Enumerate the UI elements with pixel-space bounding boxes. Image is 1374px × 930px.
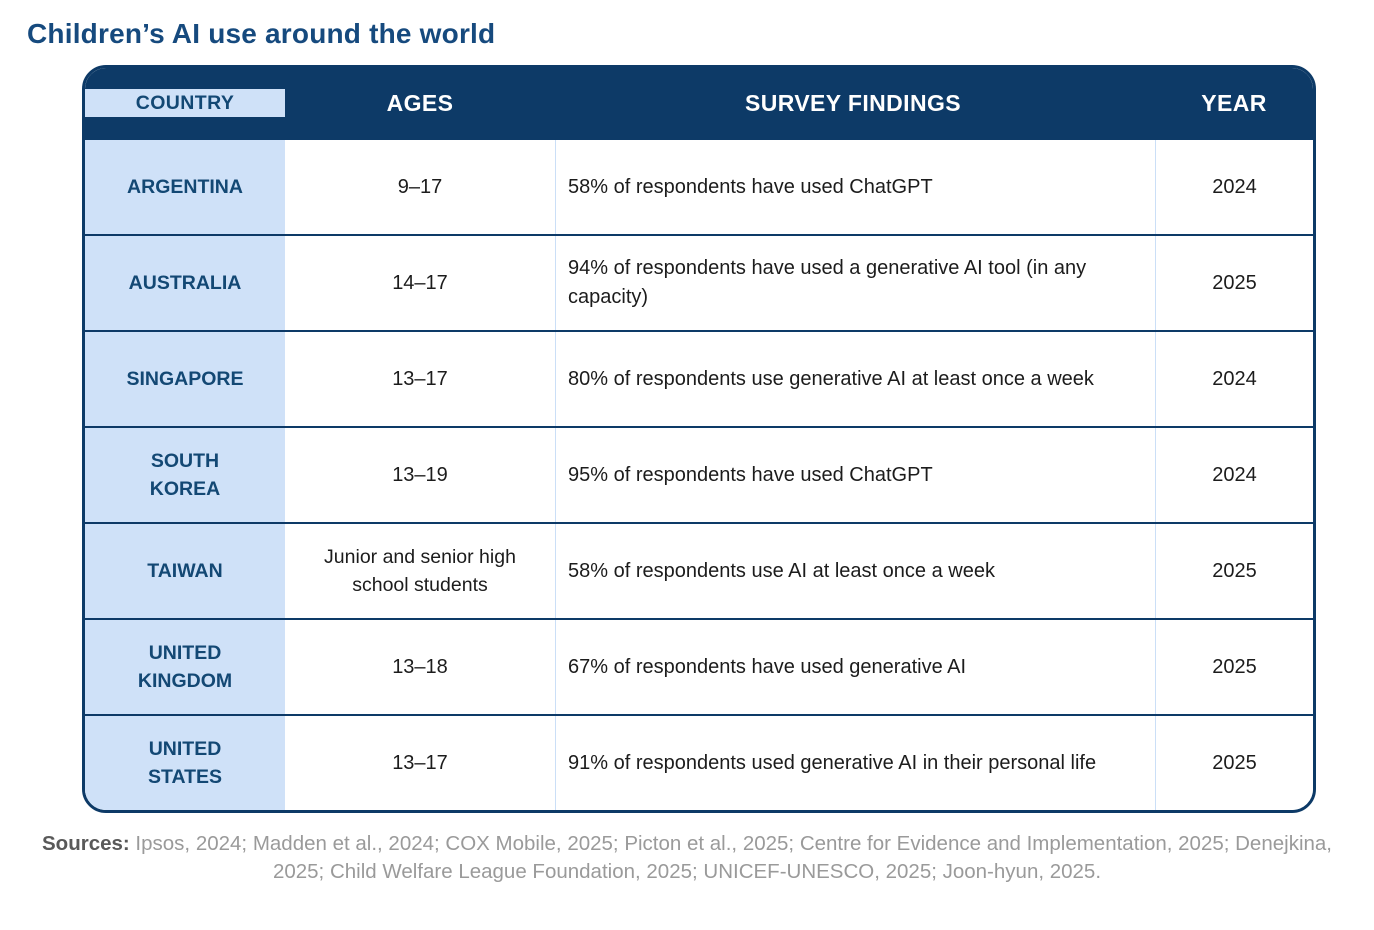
country-cell: UNITED KINGDOM bbox=[85, 620, 285, 714]
column-header-year: YEAR bbox=[1201, 89, 1267, 116]
ages-cell: 13–18 bbox=[392, 655, 448, 678]
finding-cell: 80% of respondents use generative AI at … bbox=[555, 332, 1155, 426]
table-row-united-states: UNITED STATES 13–17 91% of respondents u… bbox=[85, 714, 1313, 810]
country-cell: SINGAPORE bbox=[85, 332, 285, 426]
ages-cell: 13–17 bbox=[392, 751, 448, 774]
column-header-country: COUNTRY bbox=[85, 88, 285, 118]
finding-cell: 58% of respondents use AI at least once … bbox=[555, 524, 1155, 618]
table-row-argentina: ARGENTINA 9–17 58% of respondents have u… bbox=[85, 138, 1313, 234]
table-row-united-kingdom: UNITED KINGDOM 13–18 67% of respondents … bbox=[85, 618, 1313, 714]
finding-cell: 91% of respondents used generative AI in… bbox=[555, 716, 1155, 810]
finding-cell: 58% of respondents have used ChatGPT bbox=[555, 140, 1155, 234]
country-cell: SOUTH KOREA bbox=[85, 428, 285, 522]
table-header-row: COUNTRY AGES SURVEY FINDINGS YEAR bbox=[85, 68, 1313, 138]
children-ai-use-table: COUNTRY AGES SURVEY FINDINGS YEAR ARGENT… bbox=[82, 65, 1316, 813]
year-cell: 2025 bbox=[1155, 524, 1313, 618]
finding-cell: 94% of respondents have used a generativ… bbox=[555, 236, 1155, 330]
year-cell: 2024 bbox=[1155, 140, 1313, 234]
ages-cell: 9–17 bbox=[397, 175, 443, 198]
year-cell: 2024 bbox=[1155, 332, 1313, 426]
country-cell: AUSTRALIA bbox=[85, 236, 285, 330]
finding-cell: 95% of respondents have used ChatGPT bbox=[555, 428, 1155, 522]
table-row-south-korea: SOUTH KOREA 13–19 95% of respondents hav… bbox=[85, 426, 1313, 522]
ages-cell: 14–17 bbox=[392, 271, 448, 294]
year-cell: 2025 bbox=[1155, 236, 1313, 330]
sources-footnote: Sources: Ipsos, 2024; Madden et al., 202… bbox=[0, 830, 1374, 887]
country-cell: ARGENTINA bbox=[85, 140, 285, 234]
finding-cell: 67% of respondents have used generative … bbox=[555, 620, 1155, 714]
ages-cell: 13–17 bbox=[392, 367, 448, 390]
column-header-ages: AGES bbox=[386, 89, 454, 116]
country-cell: UNITED STATES bbox=[85, 716, 285, 810]
year-cell: 2025 bbox=[1155, 716, 1313, 810]
year-cell: 2025 bbox=[1155, 620, 1313, 714]
ages-cell: Junior and senior high school students bbox=[324, 545, 516, 596]
page-title: Children’s AI use around the world bbox=[27, 18, 496, 49]
column-header-survey-findings: SURVEY FINDINGS bbox=[744, 89, 962, 116]
table-row-taiwan: TAIWAN Junior and senior high school stu… bbox=[85, 522, 1313, 618]
table-row-singapore: SINGAPORE 13–17 80% of respondents use g… bbox=[85, 330, 1313, 426]
ages-cell: 13–19 bbox=[392, 463, 448, 486]
sources-text: Ipsos, 2024; Madden et al., 2024; COX Mo… bbox=[129, 832, 1332, 884]
year-cell: 2024 bbox=[1155, 428, 1313, 522]
sources-label: Sources: bbox=[42, 832, 130, 855]
table-row-australia: AUSTRALIA 14–17 94% of respondents have … bbox=[85, 234, 1313, 330]
country-cell: TAIWAN bbox=[85, 524, 285, 618]
